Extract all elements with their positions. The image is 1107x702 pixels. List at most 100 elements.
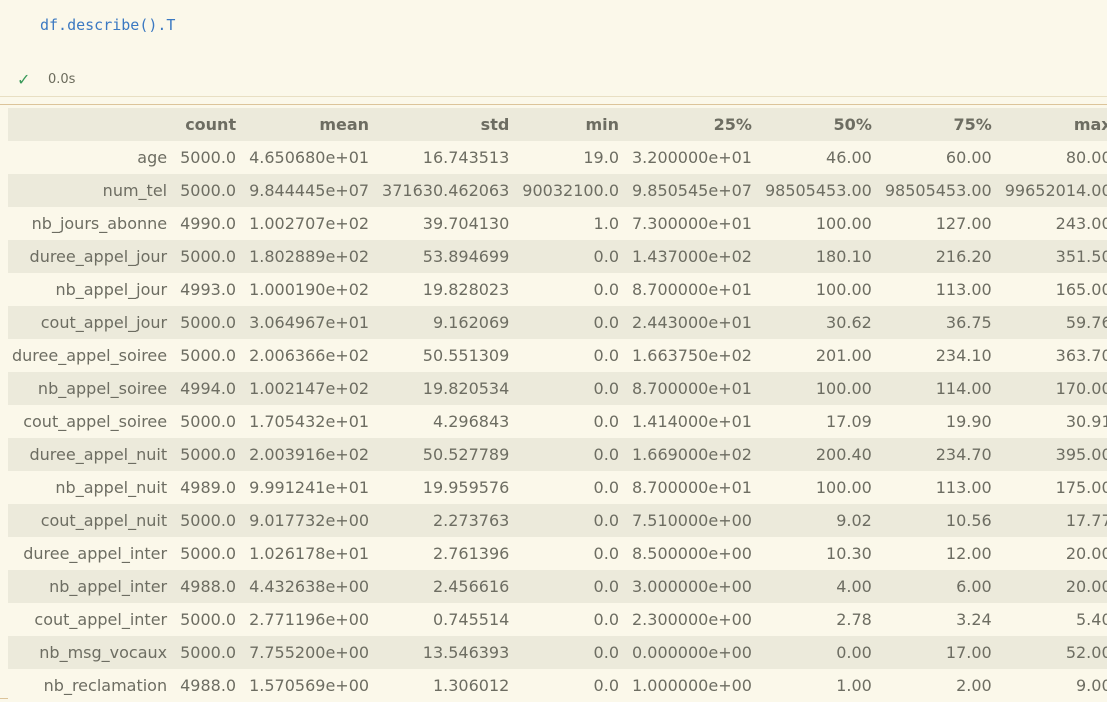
table-row: cout_appel_inter 5000.0 2.771196e+00 0.7455… (8, 603, 1107, 636)
table-cell: 2.771196e+00 (249, 610, 370, 629)
table-cell: 17.77 (1065, 511, 1107, 530)
table-cell: 2.443000e+01 (632, 313, 752, 332)
table-cell: 216.20 (935, 247, 992, 266)
table-cell: 0.0 (593, 280, 619, 299)
table-cell: 5000.0 (180, 445, 237, 464)
table-cell: 1.570569e+00 (249, 676, 370, 695)
table-cell: 2.456616 (432, 577, 510, 596)
row-index-label: cout_appel_soiree (23, 412, 168, 431)
table-row: duree_appel_jour 5000.0 1.802889e+02 53.894… (8, 240, 1107, 273)
table-cell: 2.78 (836, 610, 872, 629)
table-cell: 0.0 (593, 643, 619, 662)
table-cell: 0.0 (593, 577, 619, 596)
table-cell: 1.00 (836, 676, 872, 695)
row-index-label: nb_appel_jour (55, 280, 168, 299)
table-cell: 1.802889e+02 (249, 247, 370, 266)
table-cell: 9.02 (836, 511, 872, 530)
table-cell: 60.00 (945, 148, 992, 167)
table-cell: 1.663750e+02 (632, 346, 752, 365)
table-cell: 6.00 (956, 577, 992, 596)
table-header-row: count mean std min 25% 50% 75% max (8, 108, 1107, 141)
table-row: num_tel 5000.0 9.844445e+07 371630.462063 90… (8, 174, 1107, 207)
table-row: cout_appel_nuit 5000.0 9.017732e+00 2.27376… (8, 504, 1107, 537)
table-cell: 175.00 (1055, 478, 1107, 497)
table-cell: 46.00 (826, 148, 872, 167)
row-index-label: age (137, 148, 168, 167)
table-cell: 0.0 (593, 511, 619, 530)
table-cell: 2.300000e+00 (632, 610, 752, 629)
table-cell: 30.62 (826, 313, 872, 332)
cell-output: count mean std min 25% 50% 75% max age 50… (0, 104, 1107, 702)
row-index-label: duree_appel_nuit (29, 445, 168, 464)
table-cell: 5000.0 (180, 412, 237, 431)
cell-status: ✓ 0.0s (17, 70, 75, 89)
describe-table: count mean std min 25% 50% 75% max age 50… (8, 108, 1107, 702)
column-header: mean (319, 115, 370, 134)
table-cell: 8.700000e+01 (632, 478, 752, 497)
table-cell: 7.755200e+00 (249, 643, 370, 662)
table-cell: 0.00 (836, 643, 872, 662)
table-cell: 1.000000e+00 (632, 676, 752, 695)
table-row: cout_appel_jour 5000.0 3.064967e+01 9.16206… (8, 306, 1107, 339)
table-cell: 5000.0 (180, 313, 237, 332)
table-cell: 0.0 (593, 412, 619, 431)
table-cell: 17.00 (945, 643, 992, 662)
table-cell: 4993.0 (180, 280, 237, 299)
code-text[interactable]: df.describe().T (40, 16, 176, 34)
table-cell: 0.0 (593, 346, 619, 365)
table-cell: 9.850545e+07 (632, 181, 752, 200)
table-cell: 98505453.00 (884, 181, 992, 200)
table-cell: 9.017732e+00 (249, 511, 370, 530)
table-cell: 20.00 (1065, 577, 1107, 596)
code-cell-input[interactable]: df.describe().T (0, 0, 1107, 60)
table-cell: 8.700000e+01 (632, 379, 752, 398)
table-cell: 0.000000e+00 (632, 643, 752, 662)
table-cell: 1.002147e+02 (249, 379, 370, 398)
table-cell: 19.959576 (422, 478, 510, 497)
table-cell: 50.527789 (422, 445, 510, 464)
row-index-label: duree_appel_soiree (12, 346, 168, 365)
column-header: 50% (833, 115, 872, 134)
table-cell: 13.546393 (422, 643, 510, 662)
row-index-label: nb_jours_abonne (31, 214, 168, 233)
table-cell: 19.0 (583, 148, 619, 167)
column-header: count (185, 115, 237, 134)
table-cell: 2.006366e+02 (249, 346, 370, 365)
table-cell: 5000.0 (180, 247, 237, 266)
table-row: nb_reclamation 4988.0 1.570569e+00 1.306012… (8, 669, 1107, 702)
table-cell: 4.00 (836, 577, 872, 596)
table-cell: 127.00 (935, 214, 992, 233)
table-cell: 16.743513 (422, 148, 510, 167)
table-row: duree_appel_inter 5000.0 1.026178e+01 2.761… (8, 537, 1107, 570)
table-cell: 1.414000e+01 (632, 412, 752, 431)
table-cell: 4989.0 (180, 478, 237, 497)
table-cell: 5000.0 (180, 181, 237, 200)
table-cell: 17.09 (826, 412, 872, 431)
table-cell: 201.00 (815, 346, 872, 365)
table-cell: 180.10 (815, 247, 872, 266)
table-row: duree_appel_soiree 5000.0 2.006366e+02 50.5… (8, 339, 1107, 372)
table-cell: 39.704130 (422, 214, 510, 233)
row-index-label: cout_appel_jour (40, 313, 168, 332)
table-cell: 10.30 (826, 544, 872, 563)
table-cell: 243.00 (1055, 214, 1107, 233)
table-cell: 9.00 (1076, 676, 1107, 695)
table-cell: 1.669000e+02 (632, 445, 752, 464)
table-cell: 7.300000e+01 (632, 214, 752, 233)
table-cell: 3.000000e+00 (632, 577, 752, 596)
table-cell: 8.500000e+00 (632, 544, 752, 563)
table-cell: 4988.0 (180, 676, 237, 695)
table-cell: 4990.0 (180, 214, 237, 233)
table-cell: 0.0 (593, 247, 619, 266)
table-cell: 52.00 (1065, 643, 1107, 662)
table-cell: 4.296843 (432, 412, 510, 431)
table-cell: 99652014.00 (1004, 181, 1107, 200)
table-cell: 3.200000e+01 (632, 148, 752, 167)
table-row: nb_appel_nuit 4989.0 9.991241e+01 19.959576… (8, 471, 1107, 504)
table-cell: 12.00 (945, 544, 992, 563)
table-cell: 1.0 (593, 214, 619, 233)
table-row: nb_appel_jour 4993.0 1.000190e+02 19.828023… (8, 273, 1107, 306)
row-index-label: cout_appel_inter (34, 610, 168, 629)
table-row: nb_appel_inter 4988.0 4.432638e+00 2.456616… (8, 570, 1107, 603)
table-cell: 4.432638e+00 (249, 577, 370, 596)
